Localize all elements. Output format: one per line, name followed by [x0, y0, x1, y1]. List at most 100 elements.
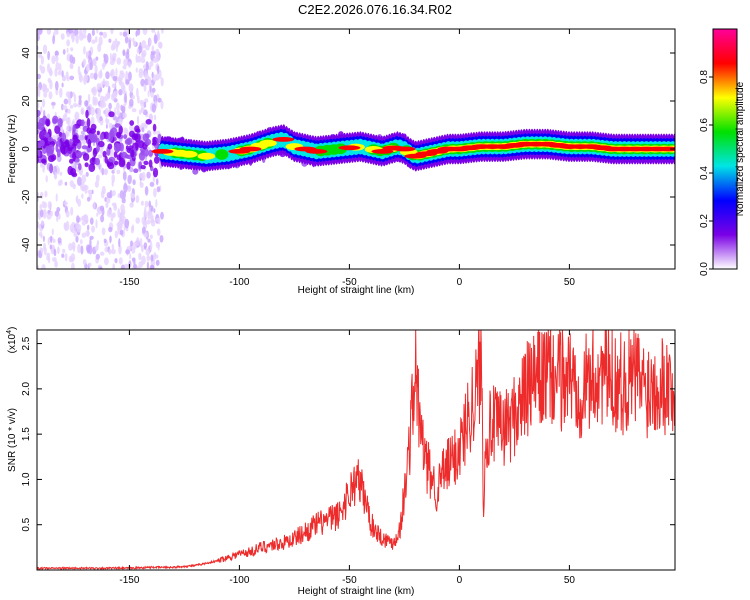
- noise-cell: [52, 238, 56, 243]
- noise-cell: [160, 100, 164, 110]
- spectrum-cell: [145, 119, 152, 125]
- noise-cell: [136, 87, 139, 98]
- colorbar-tick-label: 0.6: [699, 118, 710, 132]
- noise-cell: [122, 84, 126, 94]
- noise-cell: [55, 193, 58, 202]
- noise-cell: [96, 242, 99, 250]
- noise-cell: [138, 109, 142, 115]
- noise-cell: [156, 65, 160, 75]
- noise-cell: [85, 171, 89, 177]
- noise-cell: [95, 253, 101, 260]
- noise-cell: [61, 253, 65, 258]
- colorbar: 0.0 0.2 0.4 0.6 0.8 Normalized spectral ampl…: [699, 28, 746, 276]
- noise-cell: [153, 114, 157, 121]
- noise-cell: [39, 204, 42, 210]
- noise-cell: [73, 231, 78, 238]
- noise-cell: [72, 183, 76, 190]
- noise-cell: [141, 127, 145, 133]
- noise-cell: [94, 180, 99, 188]
- noise-cell: [37, 102, 40, 109]
- noise-cell: [40, 55, 45, 65]
- noise-cell: [148, 38, 152, 46]
- spectrum-cell: [128, 130, 135, 138]
- spectrum-cell: [154, 156, 160, 164]
- noise-cell: [48, 91, 53, 100]
- noise-cell: [92, 88, 96, 93]
- spectrum-cell: [86, 145, 93, 153]
- noise-cell: [83, 74, 89, 83]
- noise-cell: [43, 246, 47, 256]
- noise-cell: [85, 64, 90, 72]
- noise-cell: [120, 264, 126, 269]
- noise-cell: [78, 95, 82, 100]
- noise-cell: [158, 42, 163, 49]
- noise-cell: [108, 38, 112, 43]
- noise-cell: [98, 70, 103, 79]
- y-tick-label: 1.0: [21, 472, 32, 486]
- noise-cell: [129, 98, 134, 107]
- noise-cell: [75, 222, 80, 229]
- noise-cell: [80, 239, 83, 245]
- spectrum-cell: [72, 151, 77, 162]
- spectrum-cell: [107, 162, 115, 170]
- noise-cell: [55, 30, 59, 35]
- noise-cell: [115, 67, 118, 78]
- noise-cell: [97, 154, 103, 159]
- spectrum-cell: [72, 124, 76, 133]
- noise-cell: [66, 47, 69, 54]
- noise-cell: [70, 47, 74, 52]
- noise-cell: [49, 210, 53, 217]
- noise-cell: [75, 235, 79, 243]
- noise-cell: [60, 33, 65, 40]
- noise-cell: [63, 98, 69, 105]
- noise-cell: [112, 263, 116, 269]
- noise-cell: [142, 51, 145, 58]
- noise-cell: [40, 247, 44, 254]
- ridge-cell: [272, 137, 295, 142]
- noise-cell: [102, 31, 108, 39]
- noise-cell: [71, 120, 75, 125]
- noise-cell: [149, 234, 153, 239]
- noise-cell: [100, 214, 105, 223]
- noise-cell: [63, 222, 66, 230]
- y-tick-label: -40: [21, 237, 32, 252]
- ridge-cell: [338, 145, 361, 151]
- top-y-axis-label: Frequency (Hz): [7, 115, 18, 184]
- noise-cell: [122, 171, 127, 181]
- spectrum-cell: [99, 133, 104, 141]
- noise-cell: [112, 115, 118, 121]
- spectrum-cell: [137, 140, 145, 149]
- noise-cell: [79, 134, 85, 141]
- noise-cell: [105, 71, 110, 80]
- noise-cell: [91, 39, 96, 44]
- noise-cell: [143, 101, 147, 108]
- noise-cell: [87, 32, 92, 43]
- spectrum-cell: [72, 134, 78, 143]
- noise-cell: [102, 64, 105, 70]
- noise-cell: [80, 107, 85, 115]
- noise-cell: [130, 86, 133, 94]
- spectrum-cell: [45, 133, 50, 138]
- noise-cell: [78, 32, 84, 41]
- noise-cell: [67, 108, 71, 114]
- y-tick-label: 40: [21, 47, 32, 59]
- colorbar-swatch: [712, 28, 738, 270]
- spectrum-cell: [61, 132, 67, 142]
- noise-cell: [81, 215, 84, 221]
- noise-cell: [108, 248, 112, 255]
- noise-cell: [98, 36, 103, 46]
- noise-cell: [59, 87, 63, 98]
- noise-cell: [51, 101, 56, 106]
- noise-cell: [130, 240, 133, 247]
- noise-cell: [129, 253, 132, 260]
- x-tick-label: -50: [342, 575, 357, 586]
- noise-cell: [59, 171, 63, 176]
- noise-cell: [123, 58, 129, 67]
- noise-cell: [145, 219, 151, 225]
- noise-cell: [85, 244, 91, 252]
- noise-cell: [43, 201, 47, 209]
- noise-cell: [142, 29, 148, 35]
- noise-cell: [138, 68, 144, 75]
- y-tick-label: 2.5: [21, 336, 32, 350]
- noise-cell: [132, 242, 137, 250]
